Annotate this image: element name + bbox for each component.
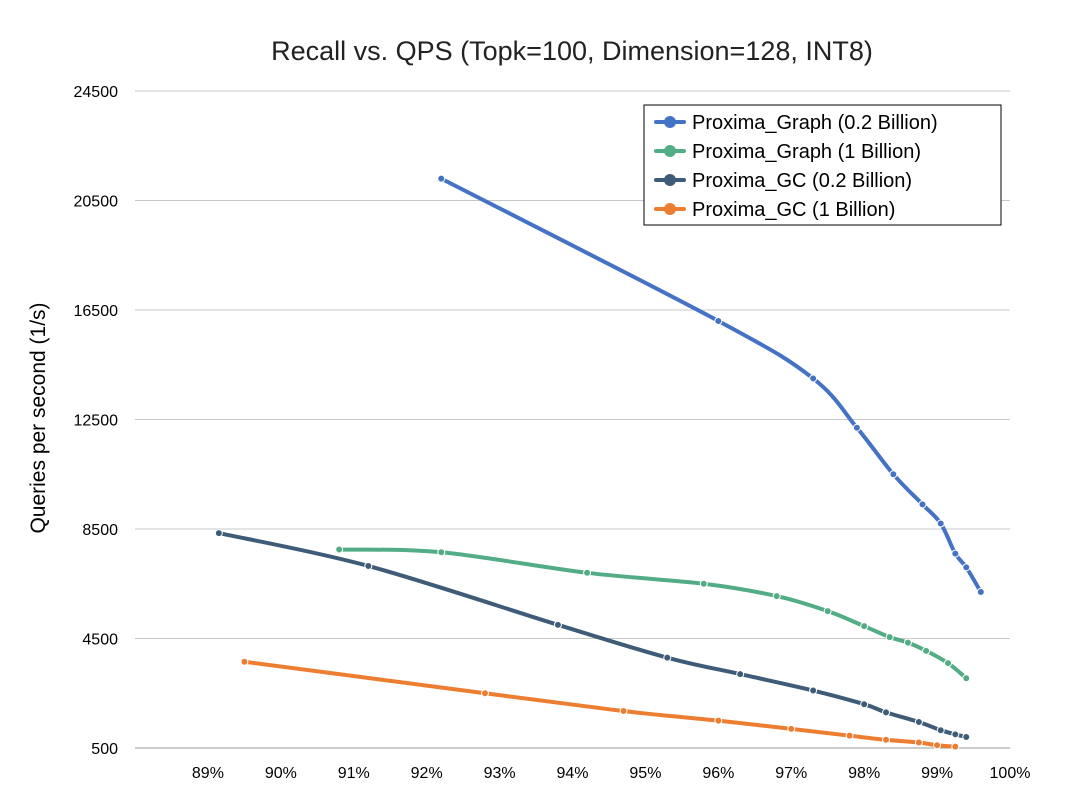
x-tick-label: 97% bbox=[775, 765, 807, 782]
legend-swatch-marker bbox=[664, 203, 676, 215]
legend-label: Proxima_Graph (1 Billion) bbox=[692, 141, 921, 163]
series-proxima-graph-0-2-billion bbox=[437, 174, 985, 596]
data-point bbox=[714, 716, 723, 725]
data-point bbox=[889, 470, 898, 479]
data-point bbox=[437, 174, 446, 183]
data-point bbox=[845, 731, 854, 740]
legend-item: Proxima_Graph (0.2 Billion) bbox=[654, 112, 938, 134]
chart-title: Recall vs. QPS (Topk=100, Dimension=128,… bbox=[271, 36, 873, 66]
y-tick-label: 8500 bbox=[82, 522, 118, 539]
series-proxima-gc-0-2-billion bbox=[214, 529, 971, 742]
legend-item: Proxima_GC (0.2 Billion) bbox=[654, 170, 912, 192]
gridlines bbox=[135, 90, 1010, 749]
data-point bbox=[944, 659, 953, 668]
data-point bbox=[922, 646, 931, 655]
data-point bbox=[787, 724, 796, 733]
data-point bbox=[903, 638, 912, 647]
legend-label: Proxima_Graph (0.2 Billion) bbox=[692, 112, 938, 134]
legend-swatch-marker bbox=[664, 116, 676, 128]
data-point bbox=[240, 657, 249, 666]
data-point bbox=[714, 316, 723, 325]
data-point bbox=[936, 519, 945, 528]
legend-item: Proxima_Graph (1 Billion) bbox=[654, 141, 921, 163]
data-point bbox=[951, 549, 960, 558]
legend-label: Proxima_GC (0.2 Billion) bbox=[692, 170, 912, 192]
data-point bbox=[553, 620, 562, 629]
x-tick-label: 95% bbox=[629, 765, 661, 782]
data-point bbox=[860, 622, 869, 631]
legend-box bbox=[643, 104, 1002, 226]
data-point bbox=[976, 587, 985, 596]
data-point bbox=[882, 708, 891, 717]
series-proxima-graph-1-billion bbox=[335, 545, 971, 683]
data-point bbox=[736, 670, 745, 679]
data-point bbox=[481, 689, 489, 698]
data-point bbox=[437, 548, 446, 557]
series-line bbox=[337, 547, 969, 681]
x-tick-label: 99% bbox=[921, 765, 953, 782]
x-tick-label: 98% bbox=[848, 765, 880, 782]
data-point bbox=[918, 500, 927, 509]
data-point bbox=[852, 423, 861, 432]
x-tick-label: 89% bbox=[192, 765, 224, 782]
data-point bbox=[335, 545, 344, 554]
data-point bbox=[962, 674, 971, 683]
data-point bbox=[962, 563, 971, 572]
data-point bbox=[699, 579, 708, 588]
y-axis: 500 4500 8500 12500 16500 20500 24500 bbox=[74, 84, 119, 758]
data-point bbox=[936, 726, 945, 735]
data-point bbox=[914, 738, 923, 747]
data-point bbox=[583, 568, 592, 577]
x-tick-label: 94% bbox=[556, 765, 588, 782]
series-group bbox=[214, 174, 985, 751]
legend-item: Proxima_GC (1 Billion) bbox=[654, 199, 895, 221]
y-tick-label: 4500 bbox=[82, 632, 118, 649]
data-point bbox=[619, 707, 628, 716]
y-axis-title: Queries per second (1/s) bbox=[27, 302, 50, 533]
x-axis: 89% 90% 91% 92% 93% 94% 95% 96% 97% 98% 99% 100% bbox=[192, 765, 1031, 782]
x-tick-label: 93% bbox=[484, 765, 516, 782]
data-point bbox=[860, 700, 869, 709]
data-point bbox=[364, 561, 373, 570]
data-point bbox=[772, 592, 781, 601]
data-point bbox=[933, 741, 942, 750]
data-point bbox=[951, 730, 960, 739]
legend-swatch-marker bbox=[664, 174, 676, 186]
data-point bbox=[809, 374, 818, 383]
y-tick-label: 500 bbox=[91, 741, 118, 758]
x-tick-label: 91% bbox=[338, 765, 370, 782]
series-line bbox=[439, 176, 983, 594]
data-point bbox=[914, 717, 923, 726]
y-tick-label: 16500 bbox=[74, 303, 119, 320]
x-tick-label: 96% bbox=[702, 765, 734, 782]
data-point bbox=[823, 607, 832, 616]
series-proxima-gc-1-billion bbox=[240, 657, 960, 751]
x-tick-label: 90% bbox=[265, 765, 297, 782]
data-point bbox=[885, 633, 894, 642]
y-tick-label: 20500 bbox=[74, 194, 119, 211]
y-tick-label: 12500 bbox=[74, 413, 119, 430]
data-point bbox=[962, 733, 971, 742]
y-tick-label: 24500 bbox=[74, 84, 119, 101]
data-point bbox=[663, 653, 672, 662]
data-point bbox=[951, 742, 960, 751]
legend-label: Proxima_GC (1 Billion) bbox=[692, 199, 895, 221]
data-point bbox=[809, 686, 818, 695]
legend: Proxima_Graph (0.2 Billion) Proxima_Graph… bbox=[643, 104, 1002, 226]
data-point bbox=[214, 529, 223, 538]
x-tick-label: 100% bbox=[990, 765, 1031, 782]
data-point bbox=[882, 735, 891, 744]
x-tick-label: 92% bbox=[411, 765, 443, 782]
legend-swatch-marker bbox=[664, 145, 676, 157]
